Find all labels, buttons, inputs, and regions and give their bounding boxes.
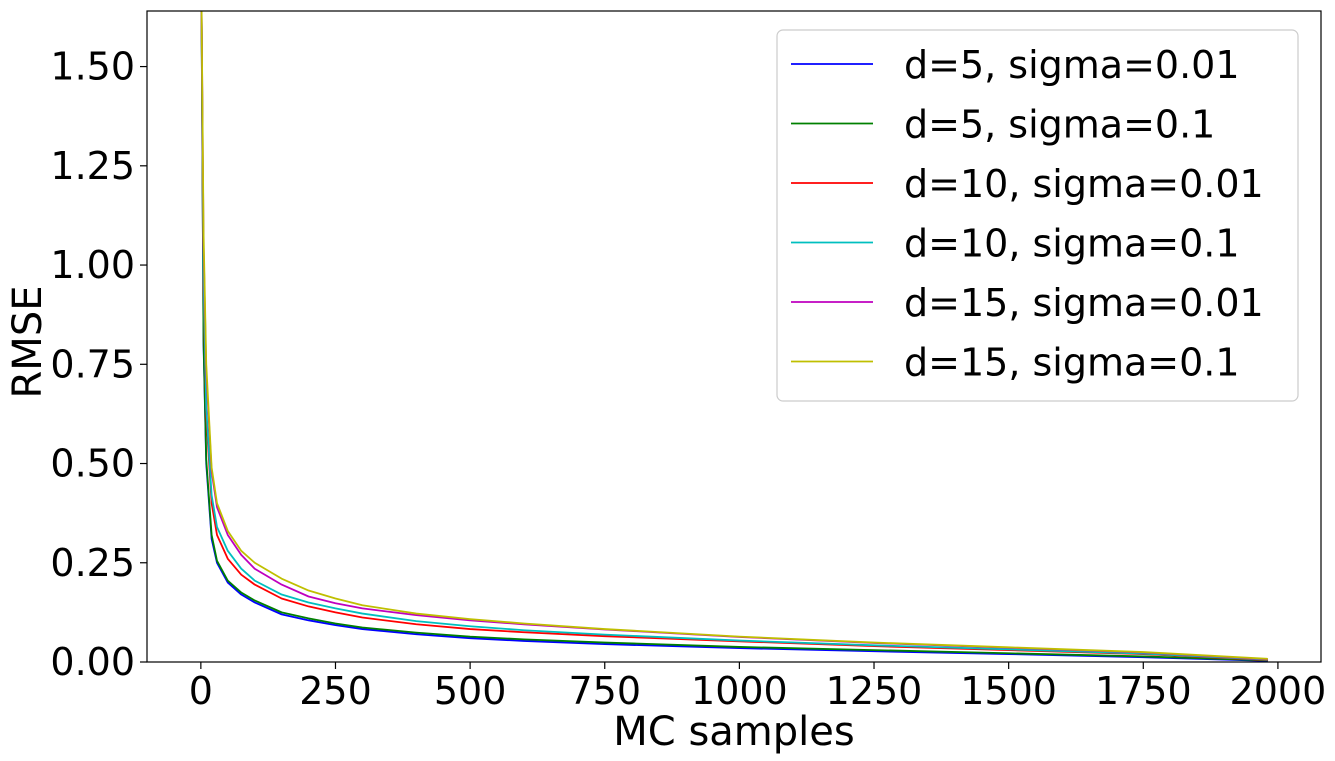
- x-tick-label: 2000: [1230, 669, 1327, 713]
- x-tick-label: 1750: [1095, 669, 1192, 713]
- series-line-4: [200, 11, 1269, 661]
- legend-label: d=10, sigma=0.1: [904, 222, 1240, 266]
- legend: d=5, sigma=0.01 d=5, sigma=0.1 d=10, sigma…: [776, 29, 1299, 402]
- x-axis: 0 250 500 750 1000 1250 1500 1750 2000: [189, 662, 1327, 713]
- y-tick-label: 0.75: [50, 342, 135, 386]
- y-tick-label: 1.25: [50, 144, 135, 188]
- x-tick-label: 0: [189, 669, 213, 713]
- legend-label: d=5, sigma=0.1: [904, 103, 1215, 147]
- x-tick-label: 1000: [691, 669, 788, 713]
- y-axis: 0.00 0.25 0.50 0.75 1.00 1.25 1.50: [50, 45, 147, 684]
- x-tick-label: 750: [568, 669, 641, 713]
- x-axis-label: MC samples: [613, 709, 854, 755]
- y-axis-label: RMSE: [5, 286, 51, 399]
- legend-label: d=5, sigma=0.01: [904, 43, 1240, 87]
- series-layer: [200, 11, 1269, 662]
- series-line-6: [200, 11, 1269, 660]
- x-tick-label: 1500: [960, 669, 1057, 713]
- y-tick-label: 0.50: [50, 442, 135, 486]
- legend-label: d=15, sigma=0.01: [904, 281, 1264, 325]
- x-tick-label: 1250: [826, 669, 923, 713]
- legend-label: d=15, sigma=0.1: [904, 341, 1240, 385]
- series-line-2: [200, 11, 1269, 662]
- legend-label: d=10, sigma=0.01: [904, 162, 1264, 206]
- y-tick-label: 0.25: [50, 541, 135, 585]
- y-tick-label: 0.00: [50, 640, 135, 684]
- x-tick-label: 250: [299, 669, 372, 713]
- y-tick-label: 1.00: [50, 243, 135, 287]
- legend-box: [776, 29, 1299, 402]
- plot-frame: [146, 10, 1322, 663]
- y-tick-label: 1.50: [50, 45, 135, 89]
- x-tick-label: 500: [434, 669, 507, 713]
